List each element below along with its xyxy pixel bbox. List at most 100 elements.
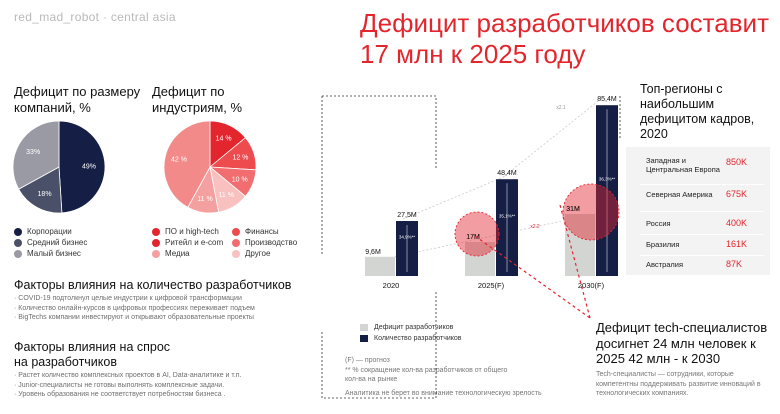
brand-logo: red_mad_robot · central asia bbox=[14, 10, 176, 24]
divider bbox=[640, 211, 764, 212]
bar-chart: x2.2 x2.1 9,6M 27,5M 34,9%** 2020 17M 48,4M 35,1… bbox=[365, 96, 620, 290]
growth-line bbox=[402, 176, 504, 220]
legend-item: Ритейл и e-com bbox=[152, 237, 232, 248]
legend-item: Средний бизнес bbox=[14, 237, 87, 248]
factors-demand-title: Факторы влияния на спрос на разработчико… bbox=[14, 340, 171, 369]
legend-swatch bbox=[360, 335, 368, 342]
legend-label: Средний бизнес bbox=[27, 238, 88, 247]
region-name: Австралия bbox=[646, 260, 684, 269]
legend-label: Другое bbox=[245, 249, 271, 258]
growth-label: x2.1 bbox=[556, 105, 566, 111]
region-value: 675K bbox=[726, 189, 748, 199]
legend-swatch bbox=[232, 227, 240, 236]
pie-slice-label: 49% bbox=[82, 164, 96, 171]
list-item: · COVID-19 подтолкнул целые индустрии к … bbox=[14, 295, 242, 302]
legend-item: Количество разработчиков bbox=[360, 333, 462, 344]
legend-label: Финансы bbox=[245, 227, 279, 236]
pie-company-title: Дефицит по размеру компаний, % bbox=[14, 84, 141, 115]
divider bbox=[640, 255, 764, 256]
pie-slice bbox=[58, 120, 106, 214]
legend-label: Медиа bbox=[165, 249, 190, 258]
legend-swatch bbox=[14, 227, 22, 236]
ratio-label: 36,3%** bbox=[599, 177, 616, 182]
legend-item: Малый бизнес bbox=[14, 248, 87, 259]
legend-label: Корпорации bbox=[27, 227, 72, 236]
pie-slice-label: 42 % bbox=[171, 157, 187, 164]
bar-chart-legend: Дефицит разработчиков Количество разрабо… bbox=[360, 322, 462, 344]
bar-deficit-label: 31M bbox=[566, 206, 580, 213]
legend-label: Количество разработчиков bbox=[374, 335, 462, 342]
region-name: Россия bbox=[646, 219, 671, 228]
legend-label: Дефицит разработчиков bbox=[374, 324, 454, 331]
table-row: Западная и Центральная Европа 850K bbox=[626, 153, 770, 185]
ratio-label: 35,1%** bbox=[499, 214, 516, 219]
note-percent: ** % сокращение кол-ва разработчиков от … bbox=[345, 366, 508, 384]
legend-item: Корпорации bbox=[14, 226, 87, 237]
brand-name: red_mad_robot bbox=[14, 10, 100, 24]
region-name: Западная и Центральная Европа bbox=[646, 156, 720, 174]
region-name: Бразилия bbox=[646, 240, 680, 249]
legend-swatch bbox=[152, 238, 160, 247]
legend-swatch bbox=[232, 249, 240, 258]
bar-deficit-label: 9,6M bbox=[365, 249, 381, 256]
legend-label: Производство bbox=[245, 238, 298, 247]
bar-deficit-label: 17M bbox=[466, 234, 480, 241]
regions-title: Топ-регионы с наибольшим дефицитом кадро… bbox=[640, 82, 755, 141]
category-label: 2025(F) bbox=[478, 281, 505, 290]
bar-developers-label: 27,5M bbox=[397, 212, 417, 219]
note-forecast: (F) — прогноз bbox=[345, 357, 390, 364]
growth-line bbox=[502, 96, 604, 178]
pie-slice-label: 12 % bbox=[232, 155, 248, 162]
legend-item: Дефицит разработчиков bbox=[360, 322, 462, 333]
legend-item: Медиа bbox=[152, 248, 232, 259]
pie-slice bbox=[163, 120, 211, 208]
ratio-label: 34,9%** bbox=[399, 235, 416, 240]
factors-demand-list: · Растет количество комплексных проектов… bbox=[14, 371, 324, 400]
pie-slice-label: 11 % bbox=[219, 192, 234, 199]
list-item: · Junior-специалисты не готовы выполнять… bbox=[14, 381, 225, 389]
legend-label: ПО и high-tech bbox=[165, 227, 219, 236]
divider bbox=[640, 184, 764, 185]
growth-label: x2.2 bbox=[530, 224, 540, 230]
table-row: Россия 400K bbox=[626, 214, 770, 234]
brand-suffix: · central asia bbox=[102, 10, 176, 24]
regions-table: Западная и Центральная Европа 850K Север… bbox=[626, 147, 770, 275]
legend-swatch bbox=[14, 238, 22, 247]
pie-company-chart: 49% 18% 33% bbox=[12, 120, 106, 214]
bar-deficit-label: 17M bbox=[466, 234, 480, 241]
list-item: · Растет количество комплексных проектов… bbox=[14, 372, 242, 379]
bar-developers-label: 85,4M bbox=[597, 96, 617, 103]
pie-slice bbox=[12, 120, 60, 190]
factors-count-list: · COVID-19 подтолкнул целые индустрии к … bbox=[14, 294, 324, 323]
divider bbox=[640, 234, 764, 235]
pie-slice bbox=[18, 166, 63, 214]
chart-notes: (F) — прогноз ** % сокращение кол-ва раз… bbox=[345, 356, 585, 398]
legend-item: Финансы bbox=[232, 226, 312, 237]
list-item: · Уровень образования не соответствует п… bbox=[14, 391, 226, 399]
pie-industry-title: Дефицит по индустриям, % bbox=[152, 84, 243, 115]
region-value: 850K bbox=[726, 157, 748, 167]
table-row: Северная Америка 675K bbox=[626, 187, 770, 211]
pie-company-legend: Корпорации Средний бизнес Малый бизнес bbox=[14, 226, 87, 259]
legend-item: Производство bbox=[232, 237, 312, 248]
table-row: Австралия 87K bbox=[626, 255, 770, 275]
pie-slice-label: 18% bbox=[38, 191, 52, 198]
pie-industry-legend: ПО и high-tech Финансы Ритейл и e-com Пр… bbox=[152, 226, 312, 259]
bar-deficit bbox=[365, 256, 395, 276]
category-label: 2030(F) bbox=[578, 281, 605, 290]
legend-swatch bbox=[152, 249, 160, 258]
legend-item: ПО и high-tech bbox=[152, 226, 232, 237]
pie-slice-label: 10 % bbox=[232, 176, 248, 183]
deficit-note: Tech-специалисты — сотрудники, которые к… bbox=[596, 371, 761, 397]
category-label: 2020 bbox=[383, 281, 400, 290]
pie-slice-label: 33% bbox=[26, 149, 40, 156]
legend-swatch bbox=[360, 324, 368, 331]
legend-swatch bbox=[232, 238, 240, 247]
legend-item: Другое bbox=[232, 248, 312, 259]
list-item: · Количество онлайн-курсов в цифровых пр… bbox=[14, 304, 255, 312]
page-title: Дефицит разработчиков составит 17 млн к … bbox=[360, 8, 769, 69]
legend-label: Ритейл и e-com bbox=[165, 238, 224, 247]
region-value: 161K bbox=[726, 239, 748, 249]
region-name: Северная Америка bbox=[646, 190, 713, 199]
deficit-title: Дефицит tech-специалистов досигнет 24 мл… bbox=[596, 320, 768, 366]
